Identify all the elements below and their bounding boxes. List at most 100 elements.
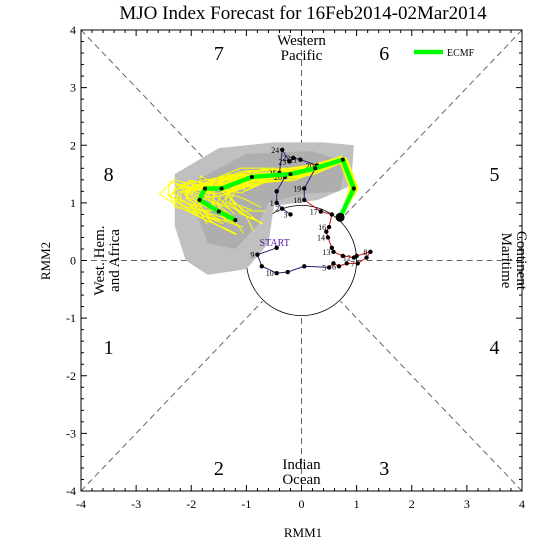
observed-point — [329, 245, 335, 251]
observed-point — [325, 235, 331, 240]
x-tick-label: 1 — [354, 497, 360, 511]
observed-point — [355, 261, 360, 266]
observed-segment — [261, 265, 277, 274]
observed-segment — [300, 159, 318, 166]
observed-point — [302, 197, 307, 203]
observed-segment — [281, 149, 290, 162]
observed-point — [318, 209, 323, 214]
diagonal-guide — [80, 300, 263, 492]
chart-title: MJO Index Forecast for 16Feb2014-02Mar20… — [119, 3, 487, 24]
diagonal-guide — [340, 29, 523, 221]
y-tick-label: 3 — [70, 81, 76, 95]
day-label: 18 — [293, 196, 301, 205]
day-label: 5 — [322, 263, 326, 272]
forecast-point — [219, 186, 224, 191]
day-label: 17 — [310, 208, 318, 217]
x-tick-label: 3 — [464, 497, 470, 511]
region-label-top: Western — [277, 33, 326, 49]
observed-point — [255, 252, 260, 257]
region-label-left: West. Hem. — [92, 225, 108, 295]
observed-point — [351, 255, 357, 260]
day-label: 13 — [322, 248, 330, 257]
observed-segment — [303, 199, 322, 212]
observed-point — [287, 159, 292, 164]
x-axis-label: RMM1 — [284, 525, 322, 540]
day-label: 7 — [351, 259, 355, 268]
day-label: 24 — [271, 146, 279, 155]
y-tick-label: 1 — [70, 196, 76, 210]
day-label: 22 — [282, 154, 290, 163]
observed-point — [324, 229, 329, 234]
y-tick-label: -2 — [66, 369, 76, 383]
x-tick-label: 2 — [409, 497, 415, 511]
day-label: 20 — [306, 161, 314, 170]
phase-number-8: 8 — [104, 164, 114, 186]
observed-segment — [304, 265, 330, 268]
observed-segment — [356, 251, 371, 257]
y-tick-label: -4 — [66, 484, 76, 498]
phase-number-7: 7 — [214, 43, 224, 65]
y-tick-label: 2 — [70, 138, 76, 152]
day-label: 16 — [318, 223, 326, 232]
x-tick-label: -2 — [186, 497, 196, 511]
day-label: 3 — [283, 210, 287, 219]
region-label-bottom: Ocean — [282, 472, 321, 488]
observed-point — [326, 265, 332, 270]
current-state-marker — [335, 212, 345, 222]
observed-point — [368, 249, 373, 255]
forecast-point — [340, 157, 345, 162]
observed-segment — [257, 247, 277, 256]
day-label: 2 — [275, 205, 279, 214]
legend-label-ecmf: ECMF — [447, 48, 475, 59]
phase-number-6: 6 — [379, 43, 389, 65]
day-label: 12 — [343, 254, 351, 263]
y-tick-label: 0 — [70, 254, 76, 268]
observed-point — [259, 264, 265, 269]
forecast-point — [203, 186, 208, 191]
phase-guides — [80, 29, 523, 492]
day-label: 9 — [250, 251, 254, 260]
observed-point — [298, 157, 303, 162]
ensemble-line — [185, 157, 358, 218]
observed-point — [274, 270, 279, 276]
day-label: 1 — [270, 199, 274, 208]
x-tick-label: 4 — [519, 497, 525, 511]
x-tick-label: -3 — [131, 497, 141, 511]
forecast-point — [197, 197, 202, 202]
observed-point — [331, 249, 336, 255]
y-tick-label: 4 — [70, 23, 76, 37]
forecast-point — [313, 166, 318, 171]
y-axis-label: RMM2 — [38, 242, 53, 280]
day-label: 8 — [363, 248, 367, 257]
observed-point — [280, 206, 285, 211]
diagonal-guide — [340, 300, 523, 492]
day-label: 14 — [317, 233, 325, 242]
observed-point — [274, 200, 279, 206]
observed-point — [291, 155, 296, 161]
day-label: 21 — [289, 156, 297, 165]
phase-number-4: 4 — [489, 337, 499, 359]
phase-number-2: 2 — [214, 458, 224, 480]
phase-number-5: 5 — [489, 164, 499, 186]
forecast-trajectory — [197, 157, 357, 223]
day-label: 19 — [293, 184, 301, 193]
day-label: 23 — [278, 157, 286, 166]
observed-point — [336, 264, 342, 269]
phase-number-1: 1 — [104, 337, 114, 359]
x-tick-label: 0 — [299, 497, 305, 511]
region-label-right: Maritime — [498, 233, 514, 289]
x-tick-label: -4 — [76, 497, 86, 511]
day-label: 6 — [332, 262, 336, 271]
observed-point — [331, 261, 336, 266]
ensemble-line — [196, 159, 358, 235]
observed-point — [288, 212, 293, 217]
observed-segment — [287, 265, 305, 273]
day-label: 26 — [274, 173, 282, 182]
observed-point — [285, 269, 290, 275]
observed-point — [364, 255, 369, 260]
observed-segment — [278, 149, 283, 173]
